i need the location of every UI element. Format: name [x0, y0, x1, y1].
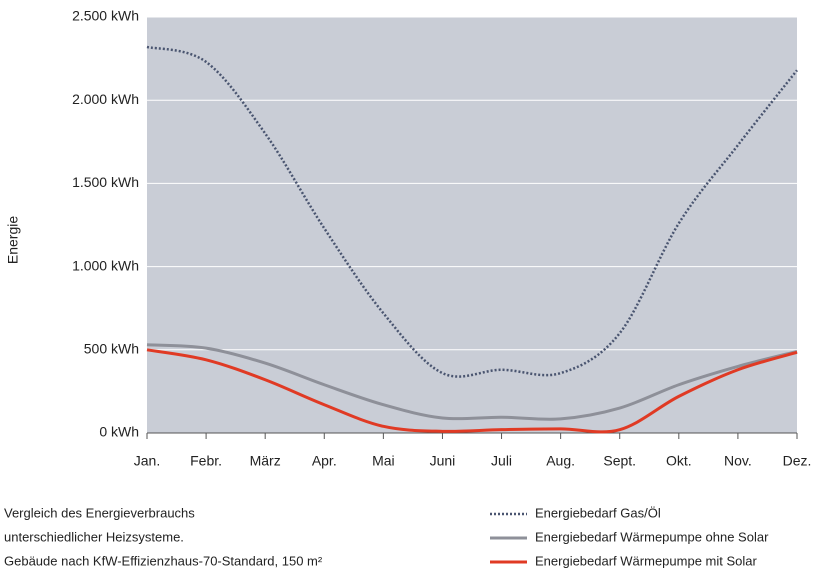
series-line [146, 343, 798, 421]
series-line [146, 348, 798, 434]
y-axis-label: Energie [5, 216, 21, 264]
y-tick-label: 1.000 kWh [72, 257, 139, 273]
series-line [146, 45, 798, 378]
x-tick-label: Jan. [134, 453, 160, 469]
x-tick-label: März [250, 453, 281, 469]
x-tick-label: Dez. [783, 453, 812, 469]
legend-label: Energiebedarf Wärmepumpe ohne Solar [535, 529, 769, 544]
plot-area [147, 17, 797, 433]
x-tick-label: Juli [491, 453, 512, 469]
note-line: Gebäude nach KfW-Effizienzhaus-70-Standa… [4, 553, 323, 568]
y-tick-label: 0 kWh [99, 424, 139, 440]
y-tick-label: 500 kWh [84, 341, 139, 357]
x-tick-label: Mai [372, 453, 395, 469]
x-tick-label: Okt. [666, 453, 692, 469]
x-tick-label: Sept. [603, 453, 636, 469]
note-line: unterschiedlicher Heizsysteme. [4, 529, 184, 544]
y-tick-label: 2.000 kWh [72, 91, 139, 107]
x-tick-label: Apr. [312, 453, 337, 469]
x-tick-label: Aug. [546, 453, 575, 469]
x-tick-label: Nov. [724, 453, 752, 469]
y-tick-label: 1.500 kWh [72, 174, 139, 190]
legend-label: Energiebedarf Wärmepumpe mit Solar [535, 553, 757, 568]
x-tick-label: Febr. [190, 453, 222, 469]
legend-label: Energiebedarf Gas/Öl [535, 505, 661, 520]
y-tick-label: 2.500 kWh [72, 8, 139, 24]
note-line: Vergleich des Energieverbrauchs [4, 505, 195, 520]
x-tick-label: Juni [430, 453, 456, 469]
